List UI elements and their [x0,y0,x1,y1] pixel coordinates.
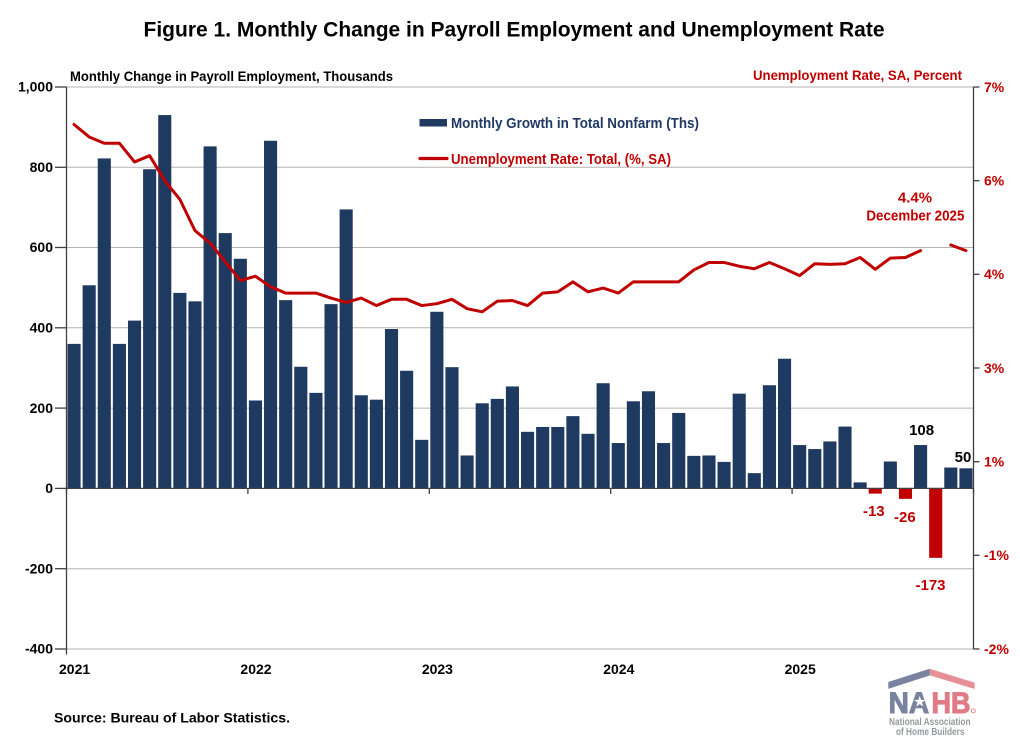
svg-text:3%: 3% [984,360,1005,376]
svg-text:-400: -400 [25,641,53,657]
svg-text:108: 108 [909,422,934,439]
svg-text:Figure 1. Monthly Change in Pa: Figure 1. Monthly Change in Payroll Empl… [144,19,885,42]
svg-text:of Home Builders: of Home Builders [896,727,965,738]
svg-text:-200: -200 [25,560,53,576]
svg-text:7%: 7% [984,79,1005,95]
svg-text:400: 400 [30,320,54,336]
svg-text:6%: 6% [984,173,1005,189]
svg-text:2025: 2025 [785,661,816,677]
svg-text:1%: 1% [984,454,1005,470]
svg-text:Source: Bureau of Labor Statis: Source: Bureau of Labor Statistics. [54,710,290,726]
svg-text:HB: HB [932,687,971,720]
svg-text:4%: 4% [984,266,1005,282]
svg-text:-26: -26 [894,509,916,526]
svg-text:Unemployment Rate: Total, (%,: Unemployment Rate: Total, (%, SA) [451,151,671,168]
svg-text:1,000: 1,000 [18,79,53,95]
svg-text:2021: 2021 [59,661,90,677]
svg-text:2024: 2024 [603,661,634,677]
svg-text:2023: 2023 [422,661,453,677]
svg-text:-173: -173 [915,577,945,594]
svg-text:Unemployment Rate, SA, Percent: Unemployment Rate, SA, Percent [753,67,962,83]
svg-text:-1%: -1% [984,547,1009,563]
svg-text:Monthly Growth in Total Nonfar: Monthly Growth in Total Nonfarm (Ths) [451,115,699,132]
svg-text:50: 50 [955,449,972,466]
svg-text:-13: -13 [863,503,885,520]
svg-text:4.4%: 4.4% [898,190,932,207]
svg-text:National Association: National Association [889,717,971,728]
svg-text:Monthly Change in Payroll Empl: Monthly Change in Payroll Employment, Th… [70,68,393,84]
svg-text:2022: 2022 [240,661,271,677]
svg-text:800: 800 [30,159,54,175]
svg-text:200: 200 [30,400,54,416]
svg-text:December 2025: December 2025 [866,208,964,225]
svg-text:0: 0 [45,480,53,496]
svg-text:-2%: -2% [984,641,1009,657]
svg-text:600: 600 [30,239,54,255]
